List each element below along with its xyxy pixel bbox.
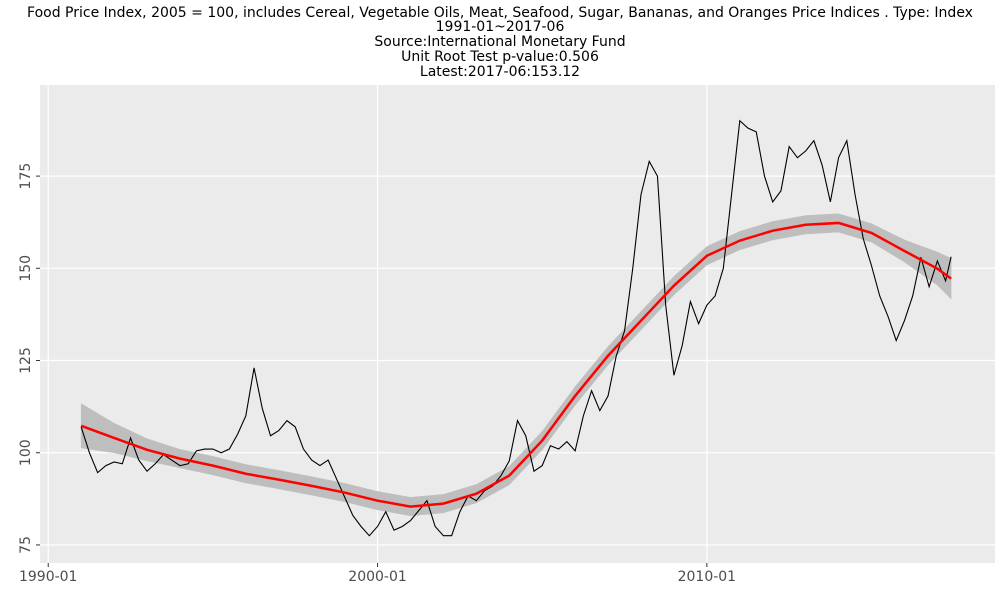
- y-tick-label: 150: [18, 255, 34, 282]
- subtitle: 1991-01~2017-06: [436, 19, 565, 35]
- x-tick-label: 1990-01: [19, 569, 78, 585]
- panel: [40, 85, 995, 563]
- subtitle: Latest:2017-06:153.12: [420, 64, 580, 80]
- x-tick-label: 2010-01: [678, 569, 737, 585]
- subtitle: Unit Root Test p-value:0.506: [401, 49, 599, 65]
- subtitle: Source:International Monetary Fund: [374, 34, 625, 50]
- y-tick-label: 75: [18, 536, 34, 554]
- y-tick-label: 125: [18, 347, 34, 374]
- chart-title: Food Price Index, 2005 = 100, includes C…: [27, 5, 973, 21]
- x-tick-label: 2000-01: [348, 569, 407, 585]
- y-tick-label: 175: [18, 163, 34, 190]
- smooth-line: [80, 221, 952, 508]
- y-tick-label: 100: [18, 439, 34, 466]
- price-line: [80, 119, 952, 537]
